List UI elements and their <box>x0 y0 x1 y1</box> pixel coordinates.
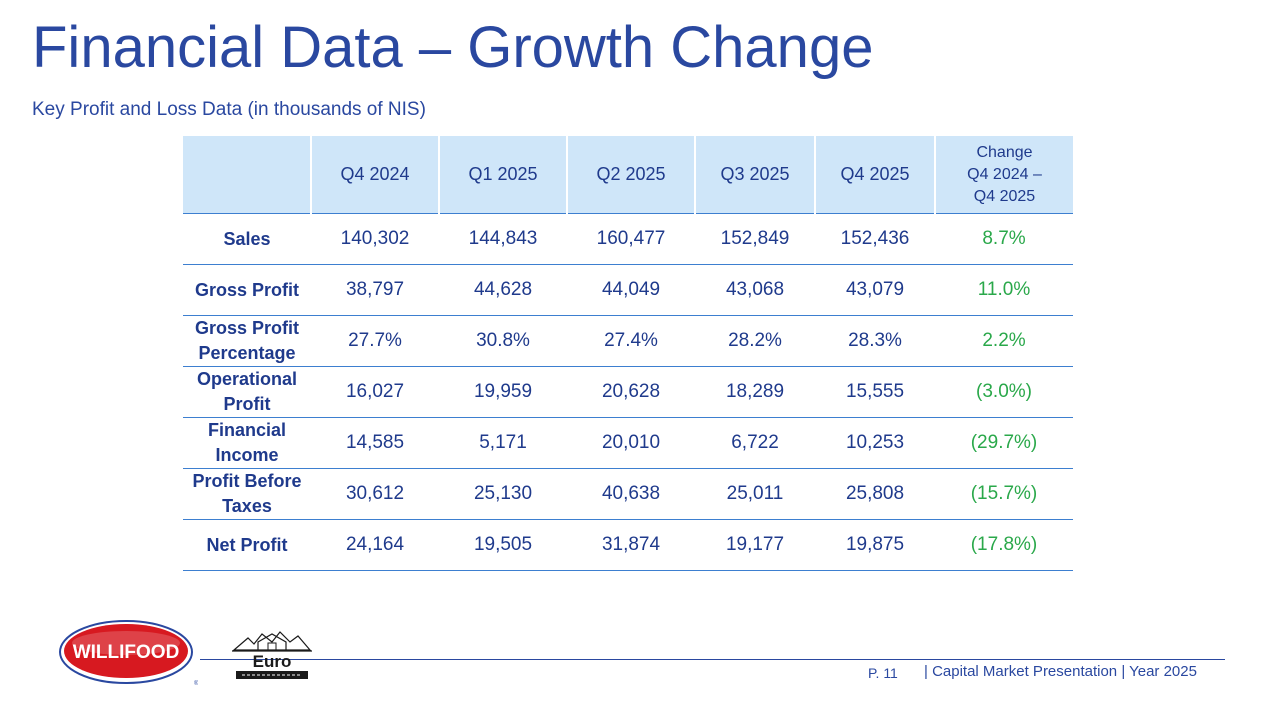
header-q1-2025: Q1 2025 <box>438 136 567 214</box>
cell-value: 30.8% <box>439 315 567 367</box>
table-row-gross-profit: Gross Profit 38,797 44,628 44,049 43,068… <box>183 264 1073 316</box>
header-change-line-2: Q4 2024 – <box>967 165 1042 183</box>
cell-value: 5,171 <box>439 417 567 469</box>
cell-value: 14,585 <box>311 417 439 469</box>
table-row-profit-before-taxes: Profit Before Taxes 30,612 25,130 40,638… <box>183 468 1073 520</box>
cell-value: 144,843 <box>439 213 567 265</box>
cell-value: 25,808 <box>815 468 935 520</box>
cell-value: 38,797 <box>311 264 439 316</box>
cell-value: 19,959 <box>439 366 567 418</box>
cell-value: 28.2% <box>695 315 815 367</box>
euro-logo: Euro <box>232 631 312 679</box>
row-label-line-2: Income <box>215 445 279 465</box>
cell-change: 2.2% <box>935 315 1073 367</box>
cell-value: 15,555 <box>815 366 935 418</box>
row-label-line-1: Net Profit <box>206 534 288 555</box>
cell-value: 27.7% <box>311 315 439 367</box>
row-label: Net Profit <box>183 519 311 571</box>
cell-value: 43,079 <box>815 264 935 316</box>
cell-value: 31,874 <box>567 519 695 571</box>
cell-value: 6,722 <box>695 417 815 469</box>
cell-value: 19,177 <box>695 519 815 571</box>
row-label-line-2: Profit <box>223 394 271 414</box>
cell-value: 25,011 <box>695 468 815 520</box>
row-label-line-1: Gross Profit <box>194 318 300 338</box>
row-label-line-1: Gross Profit <box>194 279 300 300</box>
page-number: P. 11 <box>868 665 898 681</box>
cell-value: 19,505 <box>439 519 567 571</box>
row-label: Sales <box>183 213 311 265</box>
row-label-line-1: Financial <box>207 420 287 440</box>
cell-value: 24,164 <box>311 519 439 571</box>
svg-text:®: ® <box>194 680 198 685</box>
slide-title: Financial Data – Growth Change <box>32 15 874 80</box>
row-label: Operational Profit <box>183 366 311 418</box>
header-blank <box>183 136 311 214</box>
table-row-financial-income: Financial Income 14,585 5,171 20,010 6,7… <box>183 417 1073 469</box>
header-change-line-3: Q4 2025 <box>973 187 1036 205</box>
cell-change: (29.7%) <box>935 417 1073 469</box>
cell-value: 43,068 <box>695 264 815 316</box>
row-label: Gross Profit Percentage <box>183 315 311 367</box>
row-label-line-1: Profit Before <box>192 471 302 491</box>
cell-value: 27.4% <box>567 315 695 367</box>
cell-value: 44,628 <box>439 264 567 316</box>
footer-caption: | Capital Market Presentation | Year 202… <box>924 663 1197 680</box>
willifood-logo: WILLIFOOD ® <box>59 620 198 685</box>
cell-value: 19,875 <box>815 519 935 571</box>
cell-value: 20,010 <box>567 417 695 469</box>
cell-value: 160,477 <box>567 213 695 265</box>
cell-change: 11.0% <box>935 264 1073 316</box>
table-row-sales: Sales 140,302 144,843 160,477 152,849 15… <box>183 213 1073 265</box>
table-header-row: Q4 2024 Q1 2025 Q2 2025 Q3 2025 Q4 2025 … <box>183 136 1073 214</box>
table-row-operational-profit: Operational Profit 16,027 19,959 20,628 … <box>183 366 1073 418</box>
cell-change: (15.7%) <box>935 468 1073 520</box>
cell-value: 152,436 <box>815 213 935 265</box>
cell-change: (17.8%) <box>935 519 1073 571</box>
table-row-gross-profit-percentage: Gross Profit Percentage 27.7% 30.8% 27.4… <box>183 315 1073 367</box>
cell-value: 25,130 <box>439 468 567 520</box>
header-change-line-1: Change <box>976 143 1033 161</box>
cell-value: 16,027 <box>311 366 439 418</box>
row-label: Gross Profit <box>183 264 311 316</box>
financial-data-table: Q4 2024 Q1 2025 Q2 2025 Q3 2025 Q4 2025 … <box>183 136 1073 571</box>
row-label: Profit Before Taxes <box>183 468 311 520</box>
row-label: Financial Income <box>183 417 311 469</box>
row-label-line-2: Taxes <box>222 496 272 516</box>
table-row-net-profit: Net Profit 24,164 19,505 31,874 19,177 1… <box>183 519 1073 571</box>
cell-value: 30,612 <box>311 468 439 520</box>
header-q4-2025: Q4 2025 <box>814 136 935 214</box>
cell-value: 44,049 <box>567 264 695 316</box>
cell-value: 40,638 <box>567 468 695 520</box>
euro-logo-text: Euro <box>253 652 292 671</box>
slide-subtitle: Key Profit and Loss Data (in thousands o… <box>32 99 426 120</box>
cell-value: 140,302 <box>311 213 439 265</box>
cell-value: 10,253 <box>815 417 935 469</box>
cell-change: (3.0%) <box>935 366 1073 418</box>
row-label-line-2: Percentage <box>198 343 296 363</box>
header-q2-2025: Q2 2025 <box>566 136 695 214</box>
cell-value: 18,289 <box>695 366 815 418</box>
cell-change: 8.7% <box>935 213 1073 265</box>
cell-value: 28.3% <box>815 315 935 367</box>
row-label-line-1: Sales <box>223 228 271 249</box>
cell-value: 152,849 <box>695 213 815 265</box>
footer-divider <box>200 659 1225 660</box>
header-q3-2025: Q3 2025 <box>694 136 815 214</box>
header-change: Change Q4 2024 – Q4 2025 <box>934 136 1073 214</box>
cell-value: 20,628 <box>567 366 695 418</box>
row-label-line-1: Operational <box>196 369 298 389</box>
willifood-logo-text: WILLIFOOD <box>73 642 180 663</box>
header-q4-2024: Q4 2024 <box>310 136 439 214</box>
